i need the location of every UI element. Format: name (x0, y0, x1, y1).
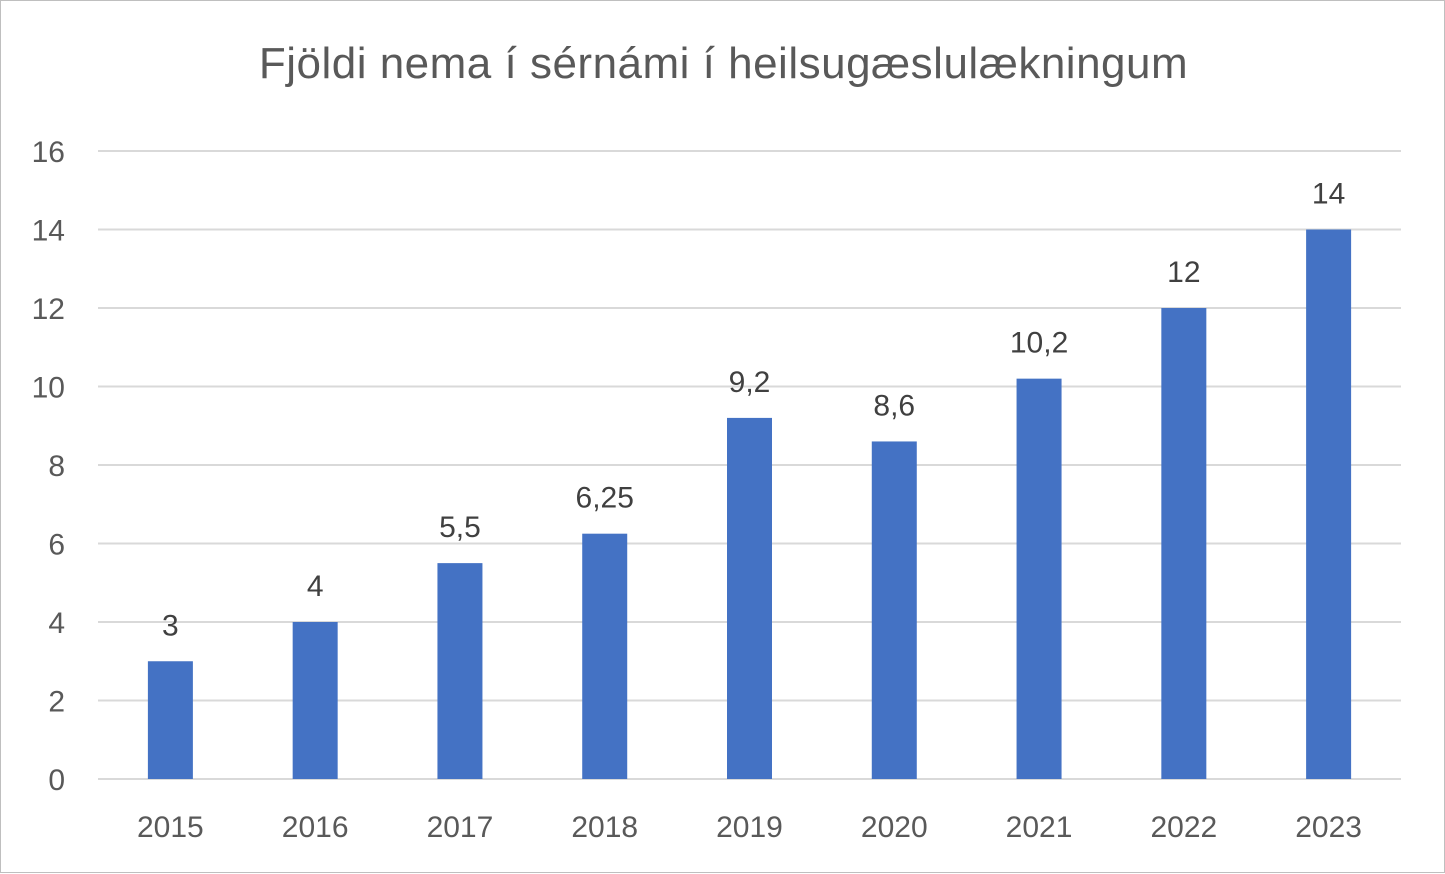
bar (871, 441, 917, 779)
bar (1016, 378, 1062, 779)
data-label: 8,6 (873, 389, 915, 422)
bar (437, 563, 483, 779)
y-tick-label: 4 (48, 607, 65, 640)
data-label: 14 (1312, 178, 1345, 211)
data-label: 12 (1167, 256, 1200, 289)
y-tick-label: 2 (48, 686, 65, 719)
data-label: 3 (162, 609, 179, 642)
bar (582, 533, 628, 779)
y-tick-label: 10 (32, 372, 65, 405)
y-tick-label: 6 (48, 529, 65, 562)
x-tick-label: 2018 (571, 811, 638, 844)
data-label: 4 (307, 570, 324, 603)
y-tick-label: 12 (32, 293, 65, 326)
y-tick-label: 0 (48, 764, 65, 797)
bar (292, 622, 338, 779)
y-tick-label: 8 (48, 450, 65, 483)
x-tick-label: 2020 (861, 811, 928, 844)
x-tick-label: 2023 (1295, 811, 1362, 844)
data-label: 10,2 (1010, 327, 1068, 360)
y-tick-label: 16 (32, 136, 65, 169)
x-tick-label: 2021 (1006, 811, 1073, 844)
x-tick-label: 2016 (282, 811, 349, 844)
data-label: 6,25 (576, 482, 634, 515)
x-tick-label: 2017 (427, 811, 494, 844)
x-tick-label: 2015 (137, 811, 204, 844)
y-tick-label: 14 (32, 215, 65, 248)
bar (727, 417, 772, 779)
x-tick-label: 2019 (716, 811, 783, 844)
x-tick-label: 2022 (1150, 811, 1217, 844)
bar (1161, 308, 1207, 779)
data-label: 5,5 (439, 511, 481, 544)
bar (147, 661, 193, 779)
chart-title: Fjöldi nema í sérnámi í heilsugæslulækni… (258, 39, 1189, 88)
data-label: 9,2 (729, 366, 771, 399)
bar (1306, 229, 1352, 779)
